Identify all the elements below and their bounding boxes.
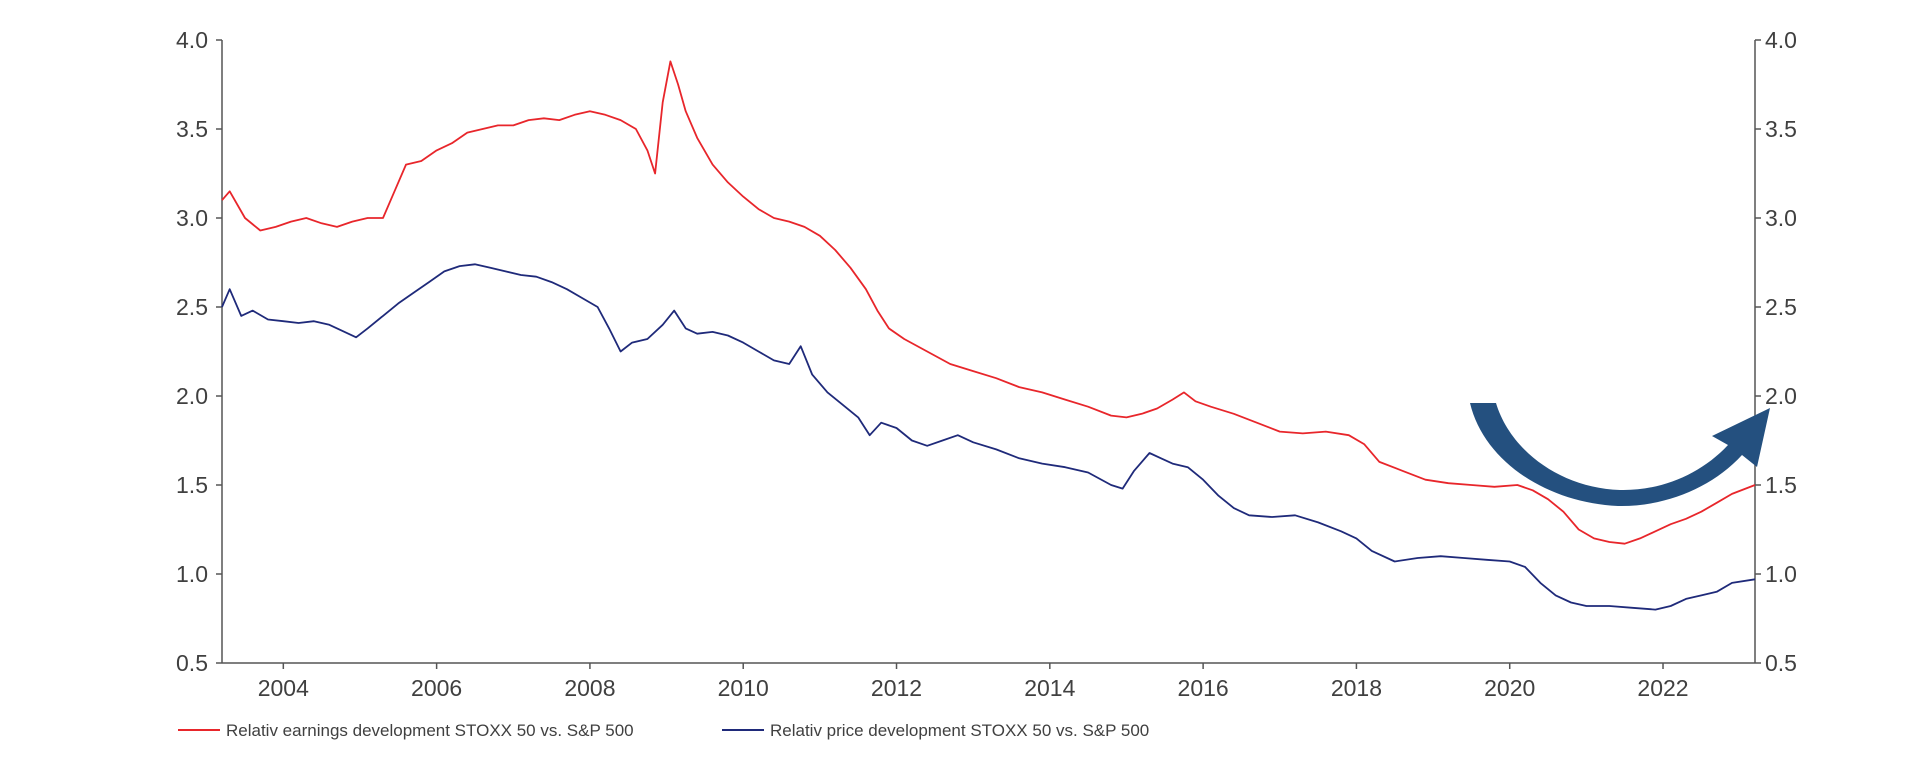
curved-arrow-icon (1470, 403, 1770, 507)
y-tick-label-right: 0.5 (1765, 650, 1797, 676)
x-tick-label: 2012 (871, 675, 922, 701)
legend-label: Relativ earnings development STOXX 50 vs… (226, 721, 634, 740)
y-tick-label-right: 3.0 (1765, 205, 1797, 231)
y-tick-label-left: 0.5 (176, 650, 208, 676)
y-tick-label-right: 4.0 (1765, 27, 1797, 53)
legend-label: Relativ price development STOXX 50 vs. S… (770, 721, 1149, 740)
x-tick-label: 2022 (1637, 675, 1688, 701)
y-tick-label-right: 2.0 (1765, 383, 1797, 409)
y-tick-label-left: 1.0 (176, 561, 208, 587)
x-tick-label: 2018 (1331, 675, 1382, 701)
x-tick-label: 2016 (1178, 675, 1229, 701)
y-tick-label-right: 1.0 (1765, 561, 1797, 587)
x-tick-label: 2014 (1024, 675, 1075, 701)
y-tick-label-right: 2.5 (1765, 294, 1797, 320)
axes (221, 40, 1756, 664)
y-tick-label-left: 2.0 (176, 383, 208, 409)
ticks: 0.5 0.5 1.0 1.0 1.5 1.5 2.0 2.0 2.5 2.5 3.0 3.0 3.5 3… (176, 27, 1797, 701)
y-tick-label-left: 1.5 (176, 472, 208, 498)
y-tick-label-right: 1.5 (1765, 472, 1797, 498)
x-tick-label: 2006 (411, 675, 462, 701)
y-tick-label-left: 3.0 (176, 205, 208, 231)
x-tick-label: 2020 (1484, 675, 1535, 701)
x-tick-label: 2008 (564, 675, 615, 701)
series-line-earnings (221, 60, 1756, 545)
annotation (1470, 403, 1770, 507)
y-tick-label-left: 4.0 (176, 27, 208, 53)
y-tick-label-left: 3.5 (176, 116, 208, 142)
y-tick-label-left: 2.5 (176, 294, 208, 320)
series-line-price (221, 263, 1756, 611)
y-tick-label-right: 3.5 (1765, 116, 1797, 142)
x-tick-label: 2010 (718, 675, 769, 701)
x-tick-label: 2004 (258, 675, 309, 701)
plot-area (221, 60, 1756, 611)
legend: Relativ earnings development STOXX 50 vs… (178, 721, 1149, 740)
